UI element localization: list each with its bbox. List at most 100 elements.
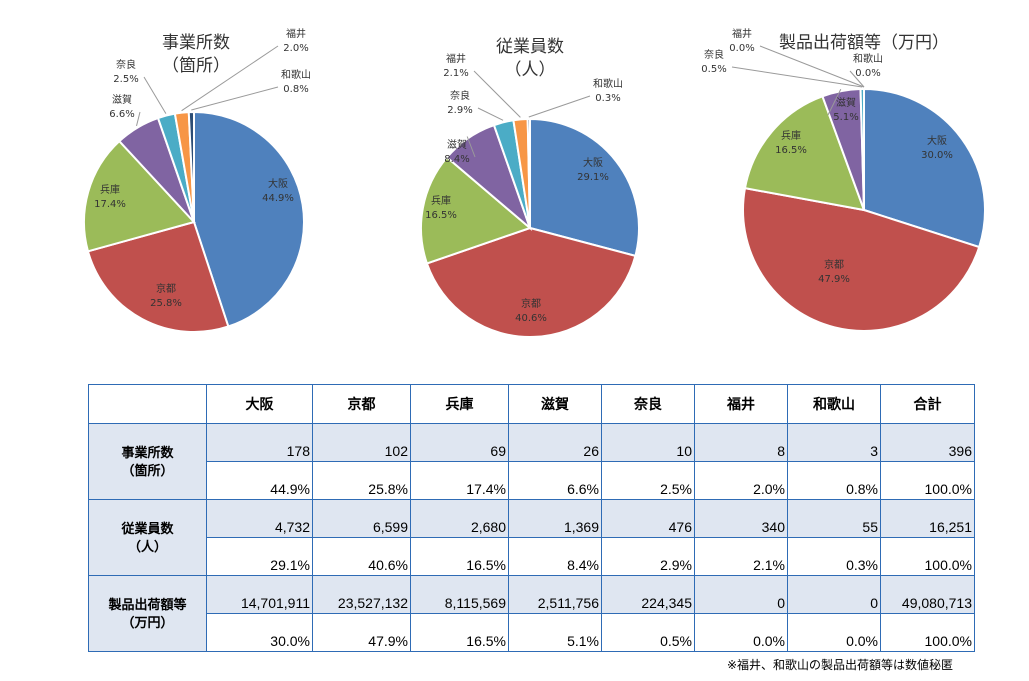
pie-chart: 事業所数 （箇所） 大阪 44.9% 京都 25.8% 兵庫 17.4% 滋賀 6.6% 奈良 2.5… <box>83 27 311 333</box>
slice-category-label: 滋賀 <box>447 138 467 151</box>
table-cell: 2.9% <box>601 537 695 576</box>
table-cell: 102 <box>312 423 411 462</box>
slice-percent-label: 2.0% <box>283 43 308 54</box>
table-cell: 8.4% <box>508 537 602 576</box>
leader-line <box>181 45 279 112</box>
leader-line <box>466 136 476 158</box>
leader-line <box>759 45 865 88</box>
table-cell: 6,599 <box>312 499 411 538</box>
table-cell: 100.0% <box>880 537 975 576</box>
pie-slice <box>187 110 195 223</box>
table-cell: 396 <box>880 423 975 462</box>
column-header: 和歌山 <box>787 384 881 424</box>
leader-line <box>849 70 865 88</box>
slice-percent-label: 40.6% <box>515 313 547 324</box>
table-cell: 16.5% <box>410 613 509 652</box>
slice-percent-label: 44.9% <box>262 193 294 204</box>
pie-slice <box>742 186 981 332</box>
slice-category-label: 奈良 <box>704 48 724 61</box>
table-cell: 16.5% <box>410 537 509 576</box>
slice-percent-label: 8.4% <box>444 154 469 165</box>
table-cell: 8,115,569 <box>410 575 509 614</box>
leader-line <box>477 107 504 121</box>
slice-percent-label: 25.8% <box>150 298 182 309</box>
column-header: 京都 <box>312 384 411 424</box>
leader-line <box>528 95 591 118</box>
pie-chart: 製品出荷額等（万円） 大阪 30.0% 京都 47.9% 兵庫 16.5% 滋賀 5.1% 奈良 0… <box>701 27 986 332</box>
table-cell: 17.4% <box>410 461 509 500</box>
pie-slice <box>420 155 532 265</box>
table-cell: 47.9% <box>312 613 411 652</box>
slice-category-label: 奈良 <box>116 58 136 71</box>
slice-percent-label: 5.1% <box>833 112 858 123</box>
chart-title: （箇所） <box>162 56 230 76</box>
table-cell: 0 <box>787 575 881 614</box>
table-cell: 25.8% <box>312 461 411 500</box>
table-cell: 26 <box>508 423 602 462</box>
table-header-row: 大阪 京都 兵庫 滋賀 奈良 福井 和歌山 合計 <box>88 384 975 424</box>
chart-title: （人） <box>505 60 556 80</box>
pie-slice <box>529 117 640 258</box>
table-cell: 0 <box>694 575 788 614</box>
pie-chart: 従業員数 （人） 大阪 29.1% 京都 40.6% 兵庫 16.5% 滋賀 8.4% 奈良 2.9%… <box>420 37 640 338</box>
slice-percent-label: 17.4% <box>94 199 126 210</box>
table-cell: 8 <box>694 423 788 462</box>
slice-category-label: 福井 <box>732 27 752 40</box>
table-row: 29.1% 40.6% 16.5% 8.4% 2.9% 2.1% 0.3% 10… <box>89 537 975 576</box>
table-row: 従業員数 （人） 4,732 6,599 2,680 1,369 476 340… <box>88 499 975 576</box>
slice-category-label: 京都 <box>521 297 541 310</box>
pie-slice <box>743 95 866 212</box>
table-cell: 4,732 <box>206 499 313 538</box>
slice-category-label: 福井 <box>286 27 306 40</box>
table-cell: 178 <box>206 423 313 462</box>
table-cell: 476 <box>601 499 695 538</box>
slice-percent-label: 2.5% <box>113 74 138 85</box>
leader-line <box>473 70 521 118</box>
table-cell: 5.1% <box>508 613 602 652</box>
table-cell: 0.3% <box>787 537 881 576</box>
slice-category-label: 大阪 <box>268 177 288 190</box>
slice-category-label: 兵庫 <box>431 194 451 207</box>
slice-percent-label: 16.5% <box>775 145 807 156</box>
table-cell: 44.9% <box>206 461 313 500</box>
table-cell: 40.6% <box>312 537 411 576</box>
table-cell: 10 <box>601 423 695 462</box>
slice-percent-label: 47.9% <box>818 274 850 285</box>
row-header: 製品出荷額等 （万円） <box>88 575 207 652</box>
column-header: 滋賀 <box>508 384 602 424</box>
table-cell: 2.5% <box>601 461 695 500</box>
slice-category-label: 滋賀 <box>836 96 856 109</box>
slice-category-label: 福井 <box>446 52 466 65</box>
leader-line <box>136 111 141 127</box>
column-header: 福井 <box>694 384 788 424</box>
column-header: 大阪 <box>206 384 313 424</box>
slice-percent-label: 0.0% <box>729 43 754 54</box>
table-cell: 2.0% <box>694 461 788 500</box>
table-cell: 224,345 <box>601 575 695 614</box>
table-cell: 1,369 <box>508 499 602 538</box>
footnote: ※福井、和歌山の製品出荷額等は数値秘匿 <box>726 658 953 672</box>
column-header: 奈良 <box>601 384 695 424</box>
slice-category-label: 和歌山 <box>853 52 883 65</box>
table-row: 44.9% 25.8% 17.4% 6.6% 2.5% 2.0% 0.8% 10… <box>89 461 975 500</box>
table-corner-cell <box>88 384 207 424</box>
table-cell: 340 <box>694 499 788 538</box>
slice-category-label: 兵庫 <box>781 129 801 142</box>
column-header: 兵庫 <box>410 384 509 424</box>
table-cell: 6.6% <box>508 461 602 500</box>
slice-percent-label: 2.9% <box>447 105 472 116</box>
pie-slice <box>83 139 196 253</box>
slice-category-label: 京都 <box>156 282 176 295</box>
pie-slice <box>425 226 637 338</box>
table-cell: 0.5% <box>601 613 695 652</box>
table-cell: 2,511,756 <box>508 575 602 614</box>
slice-percent-label: 30.0% <box>921 150 953 161</box>
pie-slice <box>86 220 230 333</box>
table-cell: 14,701,911 <box>206 575 313 614</box>
table-cell: 23,527,132 <box>312 575 411 614</box>
table-cell: 0.0% <box>787 613 881 652</box>
table-row: 30.0% 47.9% 16.5% 5.1% 0.5% 0.0% 0.0% 10… <box>89 613 975 652</box>
table-row: 製品出荷額等 （万円） 14,701,911 23,527,132 8,115,… <box>88 575 975 652</box>
table-cell: 55 <box>787 499 881 538</box>
slice-percent-label: 0.0% <box>855 68 880 79</box>
